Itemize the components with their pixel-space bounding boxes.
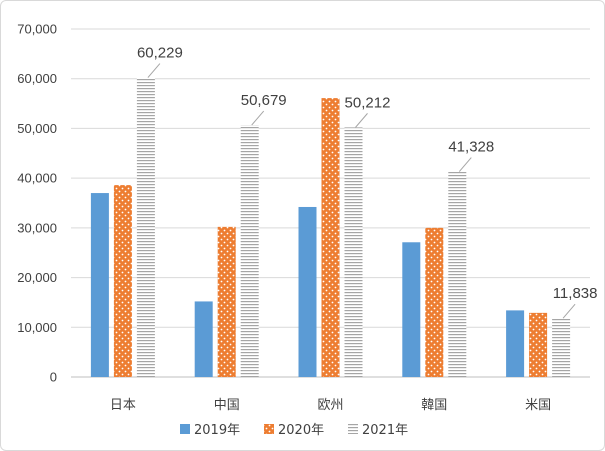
- y-tick-label: 40,000: [17, 171, 57, 186]
- bar-2019年-中国: [194, 301, 213, 377]
- legend-swatch: [348, 424, 358, 434]
- bars: [90, 77, 571, 378]
- y-tick-label: 70,000: [17, 22, 57, 37]
- bar-2019年-韓国: [402, 242, 421, 377]
- bar-2021年-欧州: [344, 127, 363, 377]
- legend: 2019年 2020年 2021年: [180, 423, 408, 438]
- data-label: 41,328: [448, 139, 494, 156]
- x-axis-categories: 日本 中国 欧州 韓国 米国: [110, 398, 551, 413]
- y-tick-label: 0: [50, 370, 57, 385]
- legend-swatch: [180, 424, 190, 434]
- x-category-label: 日本: [110, 398, 136, 413]
- bar-2020年-米国: [529, 312, 548, 377]
- bar-2019年-米国: [506, 310, 525, 377]
- data-label-leaders: [147, 63, 576, 319]
- data-label-leader: [355, 113, 368, 128]
- y-tick-label: 30,000: [17, 220, 57, 235]
- bar-2021年-中国: [240, 125, 259, 377]
- data-label: 11,838: [553, 285, 598, 302]
- bar-2020年-日本: [113, 185, 132, 377]
- x-category-label: 米国: [525, 398, 551, 413]
- y-tick-label: 10,000: [17, 320, 57, 335]
- y-axis-ticks: 0 10,000 20,000 30,000 40,000 50,000 60,000 70,…: [17, 22, 57, 385]
- bar-2019年-日本: [90, 193, 109, 377]
- data-label-leader: [251, 110, 265, 126]
- y-tick-label: 20,000: [17, 270, 57, 285]
- bar-2020年-中国: [217, 226, 236, 377]
- x-category-label: 中国: [214, 398, 240, 413]
- y-tick-label: 60,000: [17, 71, 57, 86]
- legend-label: 2019年: [194, 423, 240, 438]
- data-label-leader: [458, 157, 472, 172]
- data-labels: 60,229 50,679 50,212 41,328 11,838: [137, 45, 598, 303]
- data-label-leader: [147, 63, 161, 78]
- bar-2019年-欧州: [298, 206, 317, 377]
- bar-2020年-欧州: [321, 98, 340, 378]
- legend-label: 2020年: [278, 423, 324, 438]
- x-category-label: 欧州: [317, 398, 343, 413]
- bar-2021年-米国: [552, 318, 571, 377]
- bar-2021年-韓国: [448, 171, 467, 377]
- data-label-leader: [562, 303, 576, 319]
- bar-2020年-韓国: [425, 227, 444, 377]
- data-label: 50,679: [241, 92, 287, 109]
- bar-2021年-日本: [136, 77, 155, 377]
- legend-swatch: [264, 424, 274, 434]
- legend-label: 2021年: [362, 423, 408, 438]
- data-label: 50,212: [345, 94, 391, 111]
- data-label: 60,229: [137, 45, 183, 62]
- x-category-label: 韓国: [421, 398, 447, 413]
- y-tick-label: 50,000: [17, 121, 57, 136]
